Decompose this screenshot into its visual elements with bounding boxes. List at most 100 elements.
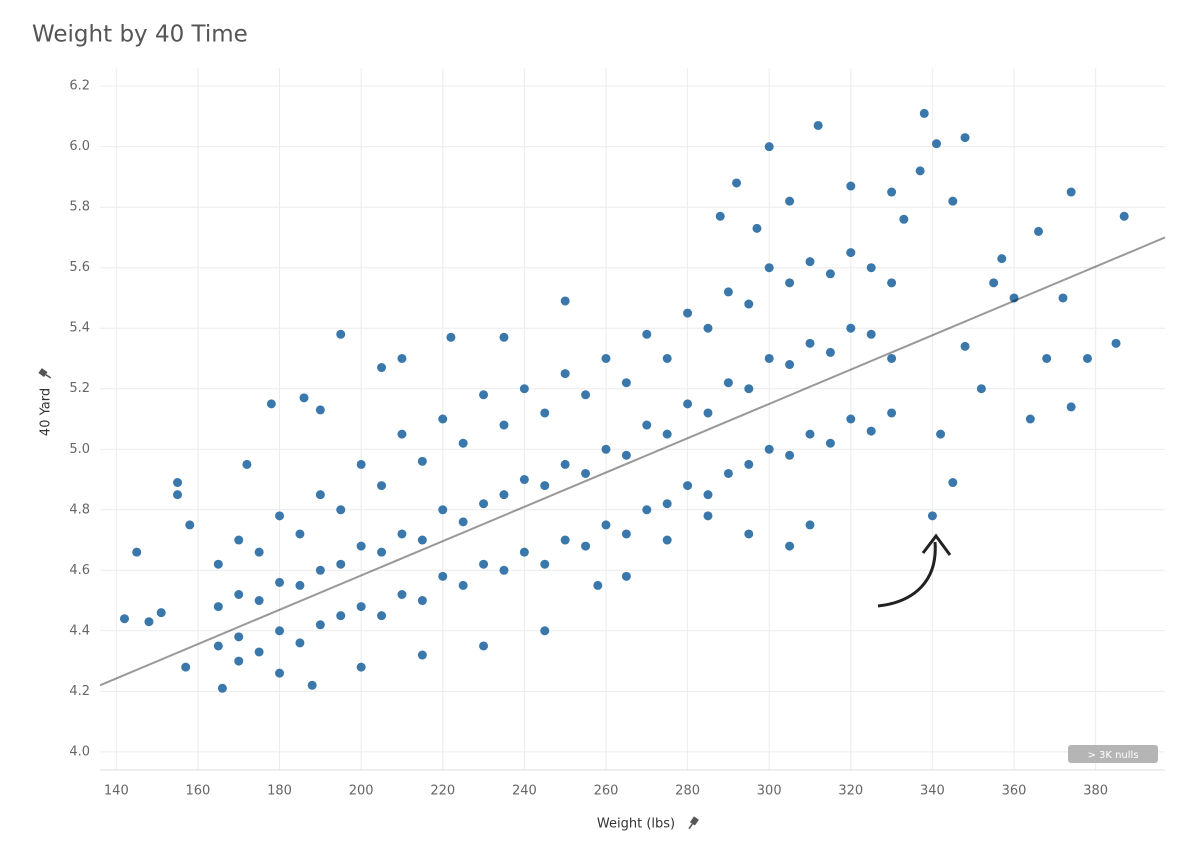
point: [1042, 353, 1052, 363]
point: [417, 596, 427, 606]
point: [519, 475, 529, 485]
point: [887, 278, 897, 288]
point: [723, 378, 733, 388]
point: [915, 166, 925, 176]
point: [601, 520, 611, 530]
point: [989, 278, 999, 288]
point: [1111, 338, 1121, 348]
point: [936, 429, 946, 439]
x-tick-label: 180: [267, 784, 292, 799]
y-tick-label: 5.8: [69, 200, 90, 215]
point: [948, 478, 958, 488]
point: [234, 535, 244, 545]
x-tick-label: 380: [1083, 784, 1108, 799]
point: [458, 438, 468, 448]
point: [242, 459, 252, 469]
x-tick-label: 160: [186, 784, 211, 799]
point: [683, 399, 693, 409]
x-tick-label: 280: [675, 784, 700, 799]
point: [764, 142, 774, 152]
point: [723, 468, 733, 478]
point: [356, 459, 366, 469]
point: [213, 641, 223, 651]
point: [683, 481, 693, 491]
point: [315, 490, 325, 500]
point: [825, 347, 835, 357]
point: [642, 420, 652, 430]
point: [234, 656, 244, 666]
point: [621, 571, 631, 581]
y-tick-label: 5.2: [69, 381, 90, 396]
point: [234, 632, 244, 642]
point: [1034, 226, 1044, 236]
point: [703, 408, 713, 418]
y-tick-label: 4.4: [69, 623, 90, 638]
point: [621, 378, 631, 388]
point: [377, 363, 387, 373]
x-tick-label: 140: [104, 784, 129, 799]
point: [417, 456, 427, 466]
point: [356, 662, 366, 672]
point: [315, 565, 325, 575]
point: [744, 529, 754, 539]
point: [397, 353, 407, 363]
point: [173, 478, 183, 488]
y-tick-label: 4.2: [69, 684, 90, 699]
y-axis-label: 40 Yard: [39, 388, 54, 436]
point: [417, 650, 427, 660]
point: [960, 133, 970, 143]
point: [846, 414, 856, 424]
point: [732, 178, 742, 188]
point: [397, 590, 407, 599]
point: [744, 459, 754, 469]
point: [642, 329, 652, 339]
x-tick-label: 220: [430, 784, 455, 799]
point: [181, 662, 191, 672]
x-tick-label: 340: [920, 784, 945, 799]
point: [846, 248, 856, 258]
point: [266, 399, 276, 409]
point: [948, 196, 958, 206]
point: [377, 547, 387, 557]
point: [336, 505, 346, 515]
point: [397, 429, 407, 439]
point: [217, 683, 227, 693]
point: [764, 353, 774, 363]
point: [315, 405, 325, 415]
point: [723, 287, 733, 297]
point: [581, 390, 591, 400]
x-tick-label: 300: [757, 784, 782, 799]
point: [295, 529, 305, 539]
annotation-arrowhead: [921, 533, 952, 556]
point: [887, 408, 897, 418]
point: [997, 254, 1007, 264]
point: [581, 541, 591, 551]
point: [662, 353, 672, 363]
point: [356, 541, 366, 551]
y-tick-label: 4.6: [69, 563, 90, 578]
point: [887, 353, 897, 363]
point: [805, 429, 815, 439]
point: [438, 505, 448, 515]
point: [621, 450, 631, 460]
point: [132, 547, 142, 557]
y-tick-label: 5.0: [69, 442, 90, 457]
point: [662, 499, 672, 509]
point: [479, 499, 489, 509]
point: [1066, 402, 1076, 412]
point: [540, 559, 550, 569]
nulls-badge[interactable]: [1068, 745, 1158, 763]
point: [825, 438, 835, 448]
point: [703, 323, 713, 333]
x-tick-label: 240: [512, 784, 537, 799]
point: [866, 426, 876, 436]
pin-icon: [38, 368, 52, 379]
point: [593, 580, 603, 590]
point: [813, 120, 823, 130]
point: [254, 647, 264, 657]
nulls-badge-text[interactable]: > 3K nulls: [1087, 750, 1138, 761]
point: [642, 505, 652, 515]
x-tick-label: 360: [1002, 784, 1027, 799]
y-tick-label: 4.0: [69, 744, 90, 759]
x-tick-label: 320: [838, 784, 863, 799]
